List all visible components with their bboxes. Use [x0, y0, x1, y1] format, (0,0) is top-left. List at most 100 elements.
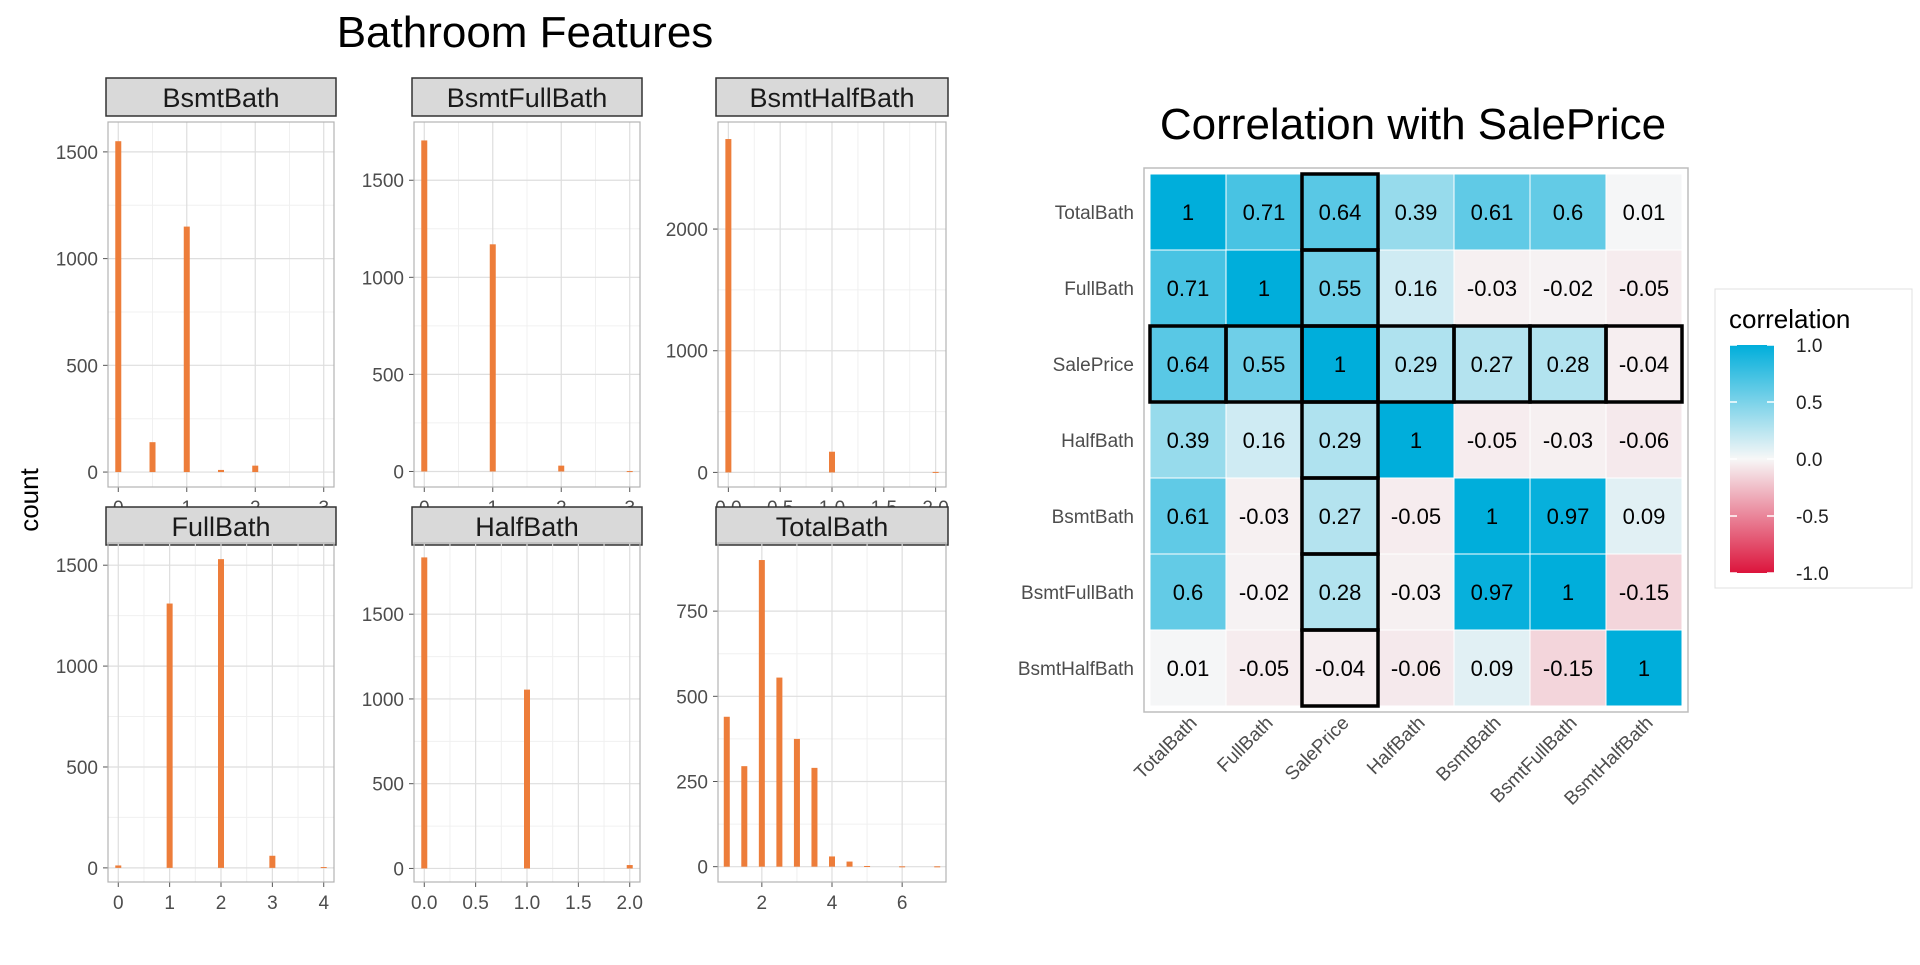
cell-value: 0.71	[1243, 200, 1286, 225]
bar-bsmt-half-bath	[725, 139, 732, 473]
column-label: FullBath	[1213, 713, 1277, 777]
correlation-heatmap: 1 0.71 0.64 0.39 0.61 0.6 0.010.71 1 0.55 0.16 -0.…	[1018, 167, 1689, 810]
bar-bsmt-full-bath	[558, 465, 565, 472]
y-tick-label: 500	[676, 687, 708, 708]
bar-bsmt-half-bath	[829, 451, 835, 473]
bar-bsmt-bath	[115, 141, 122, 473]
x-tick-label: 0.0	[411, 893, 437, 914]
cell-value: 0.6	[1553, 200, 1584, 225]
heatmap-cell	[1605, 173, 1683, 251]
cell-value: 0.71	[1167, 276, 1210, 301]
cell-value: 1	[1562, 580, 1574, 605]
legend-tick-label: 0.0	[1796, 450, 1822, 471]
highlight-border	[1300, 628, 1380, 708]
row-label: BsmtHalfBath	[1018, 659, 1134, 680]
cell-value: 0.97	[1471, 580, 1514, 605]
cell-value: -0.05	[1391, 504, 1441, 529]
heatmap-cell	[1149, 553, 1227, 631]
cell-value: 0.55	[1243, 352, 1286, 377]
panel-border-bsmt-full-bath	[413, 121, 641, 488]
x-tick-label: 0.5	[462, 893, 488, 914]
cell-value: 0.55	[1319, 276, 1362, 301]
y-tick-label: 0	[393, 859, 404, 880]
bar-full-bath	[218, 559, 224, 868]
histogram-panels: BsmtBath0123050010001500BsmtFullBath0123…	[56, 77, 949, 914]
cell-value: 0.29	[1319, 428, 1362, 453]
color-legend: correlation 1.0 0.5 0.0 -0.5 -1.0	[1714, 288, 1913, 589]
strip-bsmt-bath	[105, 77, 337, 117]
bar-total-bath	[811, 767, 818, 867]
column-label: HalfBath	[1363, 713, 1429, 779]
heatmap-cell	[1529, 629, 1607, 707]
bar-total-bath	[741, 766, 748, 867]
heatmap-cell	[1605, 629, 1683, 707]
cell-value: 1	[1334, 352, 1346, 377]
strip-label-full-bath: FullBath	[171, 512, 270, 542]
bar-bsmt-bath	[149, 442, 156, 473]
bar-bsmt-full-bath	[489, 244, 496, 472]
y-tick-label: 1000	[362, 690, 404, 711]
cell-value: -0.15	[1543, 656, 1593, 681]
bar-bsmt-full-bath	[421, 140, 428, 472]
y-tick-label: 0	[87, 463, 98, 484]
y-tick-label: 1500	[56, 556, 98, 577]
left-title: Bathroom Features	[337, 8, 714, 57]
cell-value: -0.03	[1239, 504, 1289, 529]
x-tick-label: 0	[113, 893, 124, 914]
panel-total-bath: TotalBath 2 4 6 0 250 500 750	[676, 506, 949, 914]
bar-bsmt-bath	[218, 469, 224, 473]
panel-border-bsmt-half-bath	[717, 121, 947, 488]
cell-value: 0.64	[1319, 200, 1362, 225]
x-tick-label: 2.0	[617, 893, 643, 914]
x-tick-label: 2	[757, 893, 768, 914]
bar-total-bath	[758, 560, 765, 867]
panel-border-bsmt-bath	[107, 121, 335, 488]
right-title: Correlation with SalePrice	[1160, 100, 1666, 149]
cell-value: 0.28	[1547, 352, 1590, 377]
legend-tick-label: -0.5	[1796, 507, 1829, 528]
strip-half-bath	[411, 506, 643, 546]
y-tick-label: 750	[676, 602, 708, 623]
x-tick-label: 1.0	[514, 893, 540, 914]
heatmap-cell	[1377, 629, 1455, 707]
heatmap-cell	[1377, 401, 1455, 479]
bar-total-bath	[829, 856, 835, 867]
panel-border-total-bath	[717, 542, 947, 883]
x-tick-label: 2	[216, 893, 227, 914]
cell-value: -0.03	[1543, 428, 1593, 453]
heatmap-cell	[1149, 325, 1227, 403]
x-tick-label: 1	[164, 893, 175, 914]
heatmap-cell	[1529, 173, 1607, 251]
cell-value: -0.05	[1619, 276, 1669, 301]
heatmap-cell	[1377, 249, 1455, 327]
strip-bsmt-half-bath	[715, 77, 949, 117]
x-tick-label: 6	[897, 893, 908, 914]
y-axis-label: count	[14, 467, 44, 531]
cell-value: 0.27	[1471, 352, 1514, 377]
cell-value: 1	[1638, 656, 1650, 681]
cell-value: 1	[1486, 504, 1498, 529]
bar-total-bath	[793, 738, 800, 867]
heatmap-cell	[1301, 173, 1379, 251]
x-tick-label: 3	[267, 893, 278, 914]
cell-value: 0.09	[1471, 656, 1514, 681]
bar-full-bath	[115, 865, 122, 868]
y-tick-label: 500	[372, 365, 404, 386]
cell-value: -0.15	[1619, 580, 1669, 605]
strip-label-bsmt-bath: BsmtBath	[162, 83, 279, 113]
heatmap-cell	[1377, 325, 1455, 403]
heatmap-cell	[1301, 325, 1379, 403]
heatmap-cell	[1605, 249, 1683, 327]
strip-bsmt-full-bath	[411, 77, 643, 117]
bar-bsmt-bath	[252, 465, 259, 473]
bar-bsmt-bath	[183, 226, 190, 473]
cell-value: 0.61	[1471, 200, 1514, 225]
cell-value: 0.27	[1319, 504, 1362, 529]
strip-label-bsmt-full-bath: BsmtFullBath	[447, 83, 608, 113]
cell-value: 0.01	[1623, 200, 1666, 225]
bar-half-bath	[626, 865, 633, 869]
y-tick-label: 1500	[362, 605, 404, 626]
heatmap-cell	[1453, 629, 1531, 707]
